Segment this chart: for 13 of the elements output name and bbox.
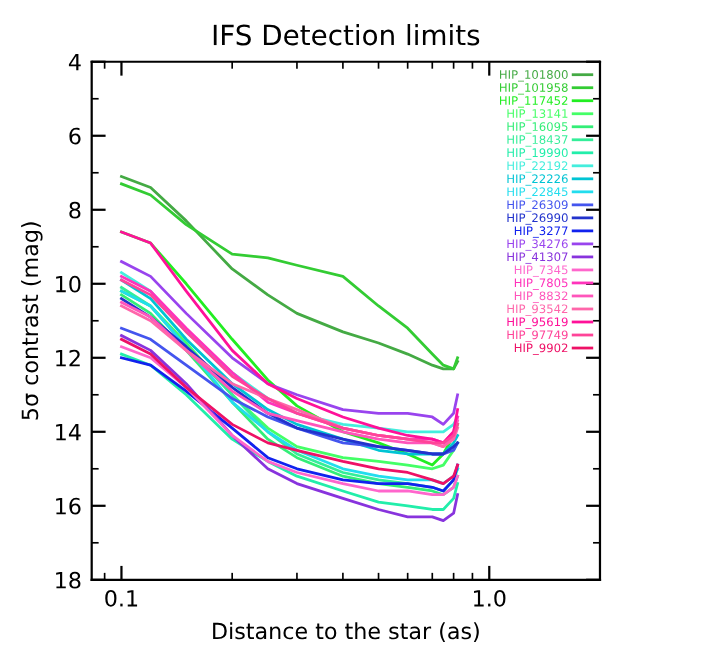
y-tick-label: 4: [68, 53, 81, 71]
y-tick-label: 18: [56, 571, 81, 589]
y-tick-label: 6: [69, 127, 81, 145]
y-tick-label: 12: [56, 349, 80, 367]
y-tick-label: 14: [56, 424, 81, 441]
x-tick-label: 1.0: [474, 589, 506, 607]
y-tick-label: 16: [56, 497, 81, 515]
y-axis-title: 5σ contrast (mag): [21, 222, 43, 420]
x-axis-title: Distance to the star (as): [213, 622, 479, 642]
chart-title: IFS Detection limits: [213, 23, 480, 46]
x-tick-label: 0.1: [105, 589, 138, 607]
y-tick-label: 10: [56, 275, 81, 293]
y-tick-label: 8: [69, 201, 81, 219]
